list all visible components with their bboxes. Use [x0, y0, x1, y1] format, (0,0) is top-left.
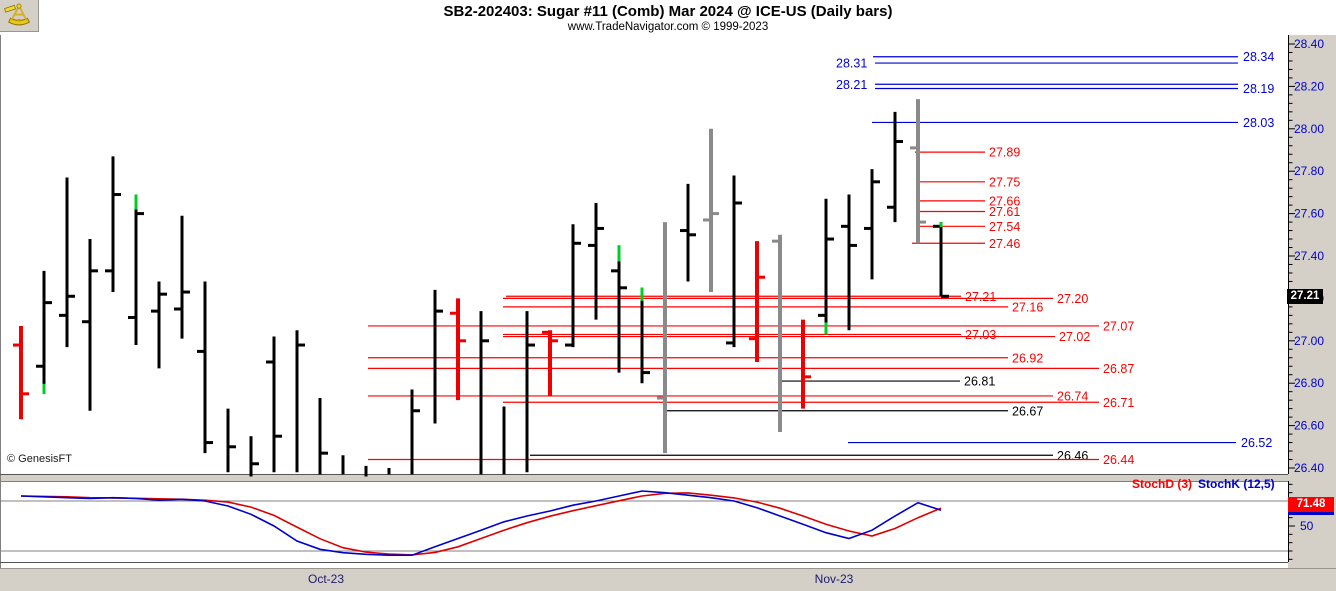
ohlc-bar	[726, 175, 742, 348]
ohlc-bar	[36, 270, 52, 394]
ohlc-bar	[318, 398, 328, 475]
ohlc-bar	[266, 336, 282, 473]
ohlc-bar	[479, 311, 489, 475]
level-label-27.20: 27.20	[1057, 292, 1088, 306]
ohlc-bar	[887, 111, 903, 223]
ohlc-bar	[588, 203, 604, 320]
current-stoch-badge: 71.48	[1288, 497, 1334, 512]
price-axis-label-26.40: 26.40	[1294, 461, 1324, 475]
ohlc-bar	[525, 311, 535, 473]
ohlc-bar	[450, 298, 466, 401]
level-label-27.89: 27.89	[989, 146, 1020, 160]
stoch-k-underline	[1288, 512, 1334, 515]
price-axis-label-26.60: 26.60	[1294, 419, 1324, 433]
level-label-27.07: 27.07	[1103, 319, 1134, 333]
level-label-26.67: 26.67	[1012, 404, 1043, 418]
legend-stochd[interactable]: StochD (3)	[1132, 477, 1192, 491]
ohlc-bar	[295, 330, 305, 473]
title-band	[0, 0, 1336, 35]
level-label-27.54: 27.54	[989, 220, 1020, 234]
genesisft-watermark: © GenesisFT	[7, 453, 72, 465]
ohlc-bar	[565, 224, 581, 348]
legend-stochk[interactable]: StochK (12,5)	[1198, 477, 1275, 491]
level-label-26.74: 26.74	[1057, 389, 1088, 403]
chart-title: SB2-202403: Sugar #11 (Comb) Mar 2024 @ …	[443, 3, 893, 20]
ohlc-bar	[82, 239, 98, 411]
ohlc-bar	[105, 156, 121, 293]
ohlc-bar	[910, 99, 926, 244]
level-label-28.21: 28.21	[836, 78, 867, 92]
ohlc-bar	[433, 289, 443, 424]
level-label-26.81: 26.81	[964, 375, 995, 389]
level-label-28.31: 28.31	[836, 57, 867, 71]
level-label-27.75: 27.75	[989, 175, 1020, 189]
current-price-badge: 27.21	[1287, 289, 1323, 304]
level-label-26.52: 26.52	[1241, 436, 1272, 450]
ohlc-bar	[197, 281, 213, 454]
ohlc-bar	[680, 183, 696, 282]
ohlc-bar	[749, 241, 765, 362]
price-panel[interactable]	[0, 35, 1288, 474]
level-label-28.03: 28.03	[1243, 116, 1274, 130]
level-label-28.34: 28.34	[1243, 50, 1274, 64]
level-label-26.71: 26.71	[1103, 396, 1134, 410]
level-label-27.03: 27.03	[965, 328, 996, 342]
ohlc-bar	[772, 234, 782, 432]
ohlc-bar	[640, 287, 650, 384]
level-label-26.46: 26.46	[1057, 449, 1088, 463]
level-label-27.21: 27.21	[965, 290, 996, 304]
ohlc-bar	[801, 319, 811, 409]
level-label-28.19: 28.19	[1243, 82, 1274, 96]
chart-subtitle: www.TradeNavigator.com © 1999-2023	[567, 21, 769, 33]
ohlc-bar	[13, 325, 29, 420]
ohlc-bar	[933, 222, 949, 298]
ohlc-bar	[174, 215, 190, 339]
ohlc-bar	[818, 198, 834, 335]
x-axis-label-oct: Oct-23	[307, 572, 345, 586]
price-axis-label-27.00: 27.00	[1294, 334, 1324, 348]
level-label-27.02: 27.02	[1059, 330, 1090, 344]
ohlc-bar	[151, 281, 167, 369]
sextant-logo-icon	[4, 3, 30, 26]
ohlc-bar	[249, 436, 259, 477]
ohlc-bar	[657, 222, 667, 454]
ohlc-bar	[128, 194, 144, 346]
ohlc-bar	[542, 330, 558, 396]
ohlc-bar	[59, 177, 75, 348]
level-label-26.87: 26.87	[1103, 362, 1134, 376]
level-label-26.44: 26.44	[1103, 453, 1134, 467]
price-axis-label-26.80: 26.80	[1294, 376, 1324, 390]
panel-gap	[0, 562, 1288, 568]
level-label-27.66: 27.66	[989, 194, 1020, 208]
price-axis-label-28.00: 28.00	[1294, 122, 1324, 136]
x-axis-label-nov: Nov-23	[814, 572, 854, 586]
level-label-27.46: 27.46	[989, 237, 1020, 251]
stoch-axis-label-50: 50	[1300, 519, 1314, 533]
ohlc-bar	[841, 194, 857, 331]
ohlc-bar	[703, 128, 719, 293]
stochk-line	[20, 490, 942, 557]
level-label-26.92: 26.92	[1012, 351, 1043, 365]
price-axis-label-28.40: 28.40	[1294, 37, 1324, 51]
price-axis-label-27.80: 27.80	[1294, 164, 1324, 178]
ohlc-bar	[864, 169, 880, 280]
price-axis-label-27.60: 27.60	[1294, 207, 1324, 221]
ohlc-bar	[611, 245, 627, 373]
ohlc-bar	[226, 408, 236, 473]
level-label-27.16: 27.16	[1012, 300, 1043, 314]
stochastic-panel[interactable]	[0, 481, 1288, 562]
ohlc-bar	[410, 389, 420, 475]
level-label-27.61: 27.61	[989, 205, 1020, 219]
price-axis-label-28.20: 28.20	[1294, 79, 1324, 93]
price-axis-label-27.40: 27.40	[1294, 249, 1324, 263]
navigator-logo-box[interactable]	[0, 0, 39, 32]
